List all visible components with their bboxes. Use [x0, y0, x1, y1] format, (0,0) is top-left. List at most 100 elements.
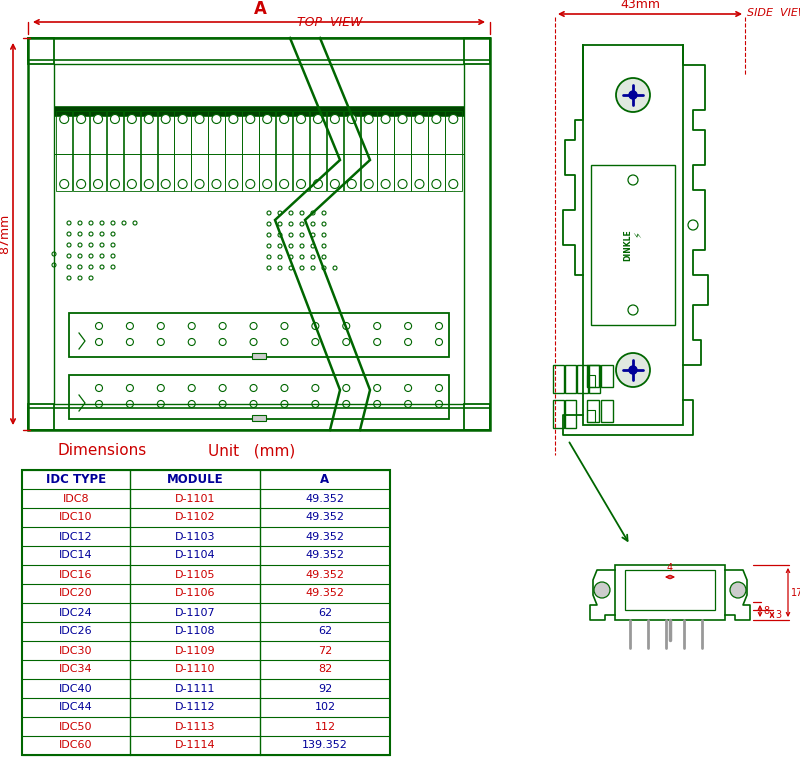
- Circle shape: [432, 180, 441, 189]
- Text: IDC8: IDC8: [62, 493, 90, 503]
- Bar: [343, 111, 360, 191]
- Text: IDC24: IDC24: [59, 607, 93, 618]
- Text: D-1111: D-1111: [174, 684, 215, 694]
- Text: IDC34: IDC34: [59, 665, 93, 675]
- Bar: [28, 38, 54, 64]
- Circle shape: [280, 180, 289, 189]
- Text: 3: 3: [775, 610, 781, 620]
- Text: 87mm: 87mm: [0, 214, 11, 254]
- Text: IDC12: IDC12: [59, 531, 93, 541]
- Text: D-1106: D-1106: [174, 588, 215, 599]
- Bar: [293, 111, 310, 191]
- Bar: [124, 111, 140, 191]
- Bar: [577, 365, 588, 393]
- Circle shape: [60, 114, 69, 124]
- Bar: [90, 111, 106, 191]
- Text: IDC16: IDC16: [59, 569, 93, 580]
- Circle shape: [94, 114, 102, 124]
- Circle shape: [144, 180, 154, 189]
- Bar: [259, 111, 275, 191]
- Text: D-1103: D-1103: [174, 531, 215, 541]
- Bar: [445, 111, 462, 191]
- Bar: [591, 165, 675, 325]
- Bar: [158, 111, 174, 191]
- Bar: [428, 111, 445, 191]
- Text: 139.352: 139.352: [302, 741, 348, 750]
- Bar: [28, 38, 490, 60]
- Circle shape: [347, 114, 356, 124]
- Circle shape: [127, 180, 136, 189]
- Bar: [252, 353, 266, 359]
- Bar: [565, 400, 576, 428]
- Text: ⚡: ⚡: [633, 231, 643, 239]
- Text: IDC20: IDC20: [59, 588, 93, 599]
- Circle shape: [144, 114, 154, 124]
- Text: A: A: [321, 473, 330, 486]
- Text: 17: 17: [791, 587, 800, 597]
- Bar: [191, 111, 208, 191]
- Circle shape: [330, 180, 339, 189]
- Text: D-1114: D-1114: [174, 741, 215, 750]
- Circle shape: [110, 114, 119, 124]
- Circle shape: [280, 114, 289, 124]
- Text: D-1108: D-1108: [174, 627, 215, 637]
- Text: 72: 72: [318, 646, 332, 656]
- Text: 43mm: 43mm: [620, 0, 660, 11]
- Bar: [225, 111, 242, 191]
- Text: IDC44: IDC44: [59, 703, 93, 713]
- Text: D-1113: D-1113: [174, 722, 215, 731]
- Bar: [411, 111, 428, 191]
- Circle shape: [381, 180, 390, 189]
- Bar: [252, 415, 266, 421]
- Bar: [464, 38, 490, 64]
- Text: 49.352: 49.352: [306, 569, 345, 580]
- Bar: [587, 410, 595, 422]
- Text: 49.352: 49.352: [306, 588, 345, 599]
- Bar: [601, 365, 613, 387]
- Bar: [208, 111, 225, 191]
- Bar: [56, 111, 73, 191]
- Text: IDC40: IDC40: [59, 684, 93, 694]
- Circle shape: [629, 91, 637, 99]
- Text: D-1104: D-1104: [174, 550, 215, 560]
- Bar: [106, 111, 123, 191]
- Text: D-1105: D-1105: [174, 569, 215, 580]
- Circle shape: [449, 114, 458, 124]
- Bar: [589, 365, 600, 393]
- Text: A: A: [254, 0, 266, 18]
- Text: 102: 102: [314, 703, 335, 713]
- Bar: [174, 111, 191, 191]
- Text: 82: 82: [318, 665, 332, 675]
- Circle shape: [398, 114, 407, 124]
- Circle shape: [229, 180, 238, 189]
- Bar: [54, 106, 464, 116]
- Bar: [28, 408, 490, 430]
- Bar: [73, 111, 90, 191]
- Circle shape: [94, 180, 102, 189]
- Bar: [583, 45, 683, 425]
- Bar: [587, 365, 599, 387]
- Circle shape: [330, 114, 339, 124]
- Text: DINKLE: DINKLE: [623, 229, 633, 261]
- Bar: [69, 313, 449, 357]
- Circle shape: [195, 180, 204, 189]
- Bar: [464, 404, 490, 430]
- Circle shape: [364, 114, 374, 124]
- Circle shape: [127, 114, 136, 124]
- Text: SIDE  VIEW: SIDE VIEW: [747, 8, 800, 18]
- Circle shape: [347, 180, 356, 189]
- Text: IDC60: IDC60: [59, 741, 93, 750]
- Circle shape: [246, 180, 254, 189]
- Circle shape: [110, 180, 119, 189]
- Circle shape: [432, 114, 441, 124]
- Circle shape: [381, 114, 390, 124]
- Bar: [565, 365, 576, 393]
- Circle shape: [212, 180, 221, 189]
- Text: TOP  VIEW: TOP VIEW: [298, 17, 362, 30]
- Text: D-1109: D-1109: [174, 646, 215, 656]
- Text: Unit   (mm): Unit (mm): [208, 443, 296, 458]
- Text: D-1107: D-1107: [174, 607, 215, 618]
- Circle shape: [262, 114, 272, 124]
- Text: 49.352: 49.352: [306, 531, 345, 541]
- Text: 112: 112: [314, 722, 335, 731]
